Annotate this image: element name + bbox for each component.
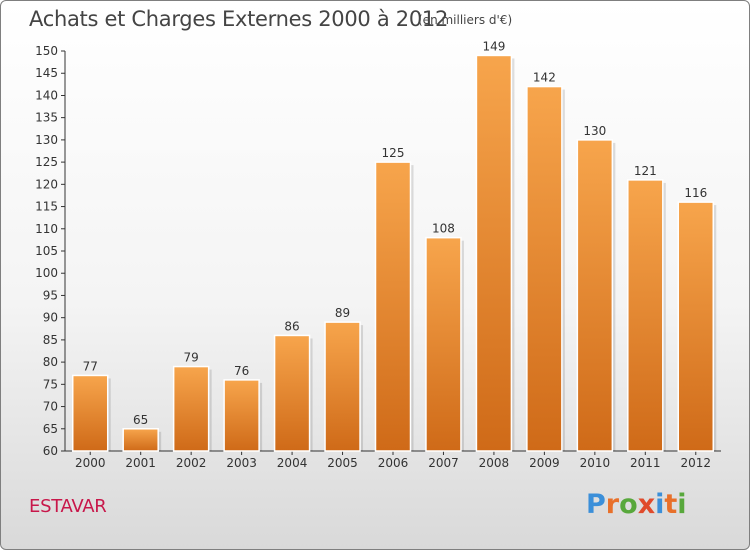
data-label-2010: 130: [583, 124, 606, 138]
logo-letter: P: [586, 489, 606, 520]
bar-2002: [172, 365, 210, 452]
data-label-2011: 121: [634, 164, 657, 178]
bar-2005: [324, 321, 361, 452]
x-tick-label-2003: 2003: [226, 456, 257, 470]
commune-name: ESTAVAR: [29, 496, 107, 517]
x-tick-label-2009: 2009: [529, 456, 560, 470]
proxiti-logo: Proxiti: [586, 489, 687, 520]
y-tick-label: 120: [35, 177, 58, 191]
data-label-2001: 65: [133, 413, 148, 427]
x-tick-label-2011: 2011: [630, 456, 661, 470]
data-label-2003: 76: [234, 364, 249, 378]
data-label-2007: 108: [432, 222, 455, 236]
data-label-2002: 79: [184, 351, 199, 365]
bar-2011: [627, 179, 664, 452]
data-label-2006: 125: [382, 146, 405, 160]
y-tick-label: 105: [35, 244, 58, 258]
y-tick-label: 80: [43, 355, 58, 369]
y-tick-label: 85: [43, 333, 58, 347]
bar-2004: [273, 334, 311, 452]
data-label-2012: 116: [684, 186, 707, 200]
y-tick-label: 100: [35, 266, 58, 280]
logo-letter: x: [637, 489, 656, 520]
y-tick-label: 75: [43, 377, 58, 391]
y-tick-label: 145: [35, 66, 58, 80]
data-label-2000: 77: [83, 359, 98, 373]
bar-2009: [526, 85, 563, 452]
data-label-2009: 142: [533, 71, 556, 85]
x-tick-label-2007: 2007: [428, 456, 459, 470]
data-label-2004: 86: [284, 319, 299, 333]
x-tick-label-2000: 2000: [75, 456, 106, 470]
chart-title: Achats et Charges Externes 2000 à 2012: [29, 7, 449, 31]
chart-subtitle: (en milliers d'€): [418, 13, 513, 27]
y-tick-label: 90: [43, 311, 58, 325]
data-label-2008: 149: [482, 39, 505, 53]
y-tick-label: 60: [43, 444, 58, 458]
bar-2003: [223, 379, 260, 452]
x-tick-label-2005: 2005: [327, 456, 358, 470]
y-tick-label: 150: [35, 44, 58, 58]
y-tick-label: 140: [35, 88, 58, 102]
bar-2008: [475, 54, 513, 452]
bar-2007: [425, 236, 462, 452]
x-tick-label-2002: 2002: [176, 456, 207, 470]
y-tick-label: 70: [43, 400, 58, 414]
logo-letter: i: [655, 489, 665, 520]
x-tick-label-2012: 2012: [680, 456, 711, 470]
y-tick-label: 110: [35, 222, 58, 236]
bar-2010: [576, 139, 614, 452]
x-tick-label-2006: 2006: [378, 456, 409, 470]
y-tick-label: 130: [35, 133, 58, 147]
bar-2001: [122, 428, 159, 452]
x-tick-label-2004: 2004: [277, 456, 308, 470]
y-tick-label: 135: [35, 111, 58, 125]
data-label-2005: 89: [335, 306, 350, 320]
logo-letter: t: [664, 489, 678, 520]
logo-letter: i: [677, 489, 687, 520]
bar-2012: [677, 201, 715, 452]
x-tick-label-2008: 2008: [479, 456, 510, 470]
x-tick-label-2010: 2010: [580, 456, 611, 470]
x-tick-label-2001: 2001: [125, 456, 156, 470]
logo-letter: r: [605, 489, 620, 520]
y-tick-label: 125: [35, 155, 58, 169]
logo-letter: o: [619, 489, 638, 520]
bar-2006: [374, 161, 412, 452]
y-tick-label: 115: [35, 200, 58, 214]
y-tick-label: 65: [43, 422, 58, 436]
y-tick-label: 95: [43, 288, 58, 302]
bar-2000: [71, 374, 109, 452]
